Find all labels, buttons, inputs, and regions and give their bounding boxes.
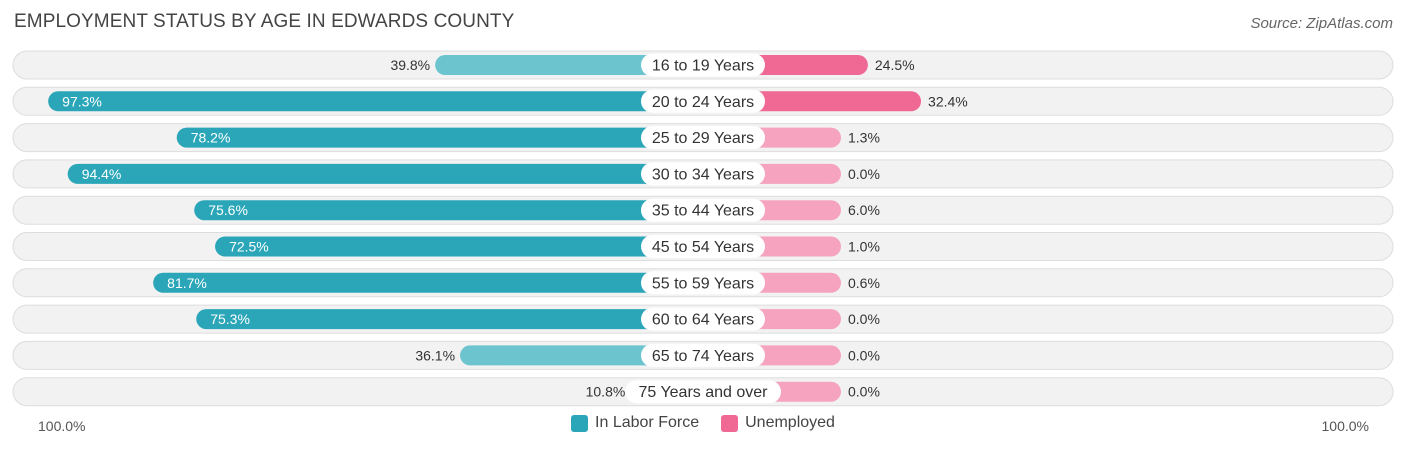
category-label-bg <box>641 126 765 150</box>
category-label: 65 to 74 Years <box>652 348 754 365</box>
value-label-unemployed: 24.5% <box>875 57 915 73</box>
category-label-bg <box>641 89 765 113</box>
value-label-labor-force: 36.1% <box>415 347 455 363</box>
value-label-labor-force: 78.2% <box>191 130 231 146</box>
value-label-labor-force: 75.6% <box>208 202 248 218</box>
value-label-unemployed: 0.0% <box>848 347 880 363</box>
bar-labor-force <box>67 163 704 184</box>
category-label-bg <box>641 198 765 222</box>
bar-labor-force <box>48 91 703 112</box>
axis-left-label: 100.0% <box>38 418 86 434</box>
category-label: 25 to 29 Years <box>652 130 754 147</box>
value-label-unemployed: 1.3% <box>848 130 880 146</box>
bar-labor-force <box>215 236 703 257</box>
category-label: 35 to 44 Years <box>652 203 754 220</box>
axis-right-label: 100.0% <box>1321 418 1369 434</box>
value-label-unemployed: 6.0% <box>848 202 880 218</box>
legend-swatch-unemployed <box>721 414 739 432</box>
value-label-labor-force: 97.3% <box>62 93 102 109</box>
value-label-labor-force: 94.4% <box>82 166 122 182</box>
category-label: 60 to 64 Years <box>652 312 754 329</box>
legend-label-unemployed: Unemployed <box>745 414 835 431</box>
value-label-unemployed: 0.0% <box>848 311 880 327</box>
category-label-bg <box>625 380 781 404</box>
chart-title: EMPLOYMENT STATUS BY AGE IN EDWARDS COUN… <box>14 11 515 32</box>
category-label: 30 to 34 Years <box>652 166 754 183</box>
bar-labor-force <box>153 272 703 293</box>
category-label: 45 to 54 Years <box>652 239 754 256</box>
bar-labor-force <box>196 309 703 330</box>
value-label-unemployed: 1.0% <box>848 239 880 255</box>
category-label: 16 to 19 Years <box>652 58 754 75</box>
value-label-labor-force: 10.8% <box>586 384 626 400</box>
legend-label-labor: In Labor Force <box>595 414 700 431</box>
source-note: Source: ZipAtlas.com <box>1250 15 1393 32</box>
category-label-bg <box>641 162 765 186</box>
value-label-unemployed: 32.4% <box>928 93 968 109</box>
value-label-labor-force: 81.7% <box>167 275 207 291</box>
value-label-unemployed: 0.6% <box>848 275 880 291</box>
category-label-bg <box>641 271 765 295</box>
category-label-bg <box>641 235 765 258</box>
value-label-unemployed: 0.0% <box>848 384 880 400</box>
value-label-labor-force: 39.8% <box>390 57 430 73</box>
legend-item-labor[interactable]: In Labor Force <box>571 414 699 432</box>
value-label-labor-force: 72.5% <box>229 239 269 255</box>
legend-swatch-labor <box>571 414 589 432</box>
value-label-unemployed: 0.0% <box>848 166 880 182</box>
category-label: 55 to 59 Years <box>652 275 754 292</box>
category-label: 20 to 24 Years <box>652 94 754 111</box>
category-label-bg <box>641 307 765 331</box>
legend: In Labor Force Unemployed <box>0 414 1406 432</box>
bar-labor-force <box>435 55 703 75</box>
category-label: 75 Years and over <box>639 384 769 401</box>
bar-labor-force <box>194 200 703 221</box>
category-label-bg <box>641 343 765 367</box>
category-label-bg <box>641 53 765 77</box>
bar-labor-force <box>176 127 704 148</box>
legend-item-unemployed[interactable]: Unemployed <box>721 414 835 432</box>
value-label-labor-force: 75.3% <box>210 311 250 327</box>
